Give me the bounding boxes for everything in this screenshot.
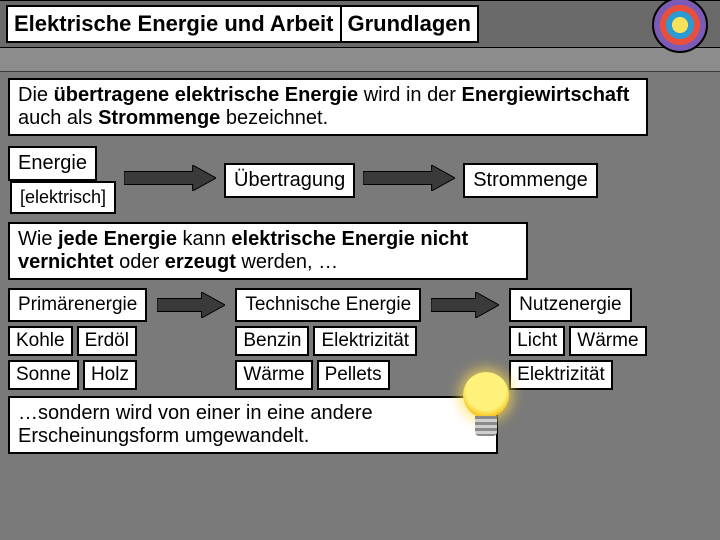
page-title: Elektrische Energie und Arbeit [6, 5, 342, 43]
tag: Holz [83, 360, 137, 390]
tag: Kohle [8, 326, 73, 356]
flow1-right: Strommenge [463, 163, 598, 198]
arrow-icon [431, 292, 499, 323]
arrow-icon [363, 165, 455, 196]
tag: Wärme [569, 326, 646, 356]
arrow-icon [124, 165, 216, 196]
lightbulb-icon [460, 372, 512, 442]
col-technical: Technische Energie Benzin Elektrizität W… [235, 288, 421, 390]
col-primary: Primärenergie Kohle Erdöl Sonne Holz [8, 288, 147, 390]
content-area: Die übertragene elektrische Energie wird… [0, 72, 720, 460]
tag: Wärme [235, 360, 312, 390]
divider-band [0, 48, 720, 72]
flow1-mid: Übertragung [224, 163, 355, 198]
col3-title: Nutzenergie [509, 288, 631, 322]
arrow-icon [157, 292, 225, 323]
tag: Benzin [235, 326, 309, 356]
tag: Elektrizität [313, 326, 417, 356]
page-subtitle: Grundlagen [342, 5, 479, 43]
tag: Sonne [8, 360, 79, 390]
flow1-left-sub: [elektrisch] [10, 181, 116, 214]
flow-row-1: Energie [elektrisch] Übertragung Stromme… [8, 146, 712, 214]
header-bar: Elektrische Energie und Arbeit Grundlage… [0, 0, 720, 48]
col1-title: Primärenergie [8, 288, 147, 322]
tag: Pellets [317, 360, 390, 390]
footer-box: …sondern wird von einer in eine andere E… [8, 396, 498, 454]
intro-box: Die übertragene elektrische Energie wird… [8, 78, 648, 136]
mid-text-box: Wie jede Energie kann elektrische Energi… [8, 222, 528, 280]
flow1-left: Energie [8, 146, 97, 181]
tag: Licht [509, 326, 565, 356]
flow-row-2: Primärenergie Kohle Erdöl Sonne Holz Tec… [8, 288, 712, 390]
logo-icon [652, 0, 708, 53]
tag: Elektrizität [509, 360, 613, 390]
col-usage: Nutzenergie Licht Wärme Elektrizität [509, 288, 646, 390]
col2-title: Technische Energie [235, 288, 421, 322]
tag: Erdöl [77, 326, 137, 356]
